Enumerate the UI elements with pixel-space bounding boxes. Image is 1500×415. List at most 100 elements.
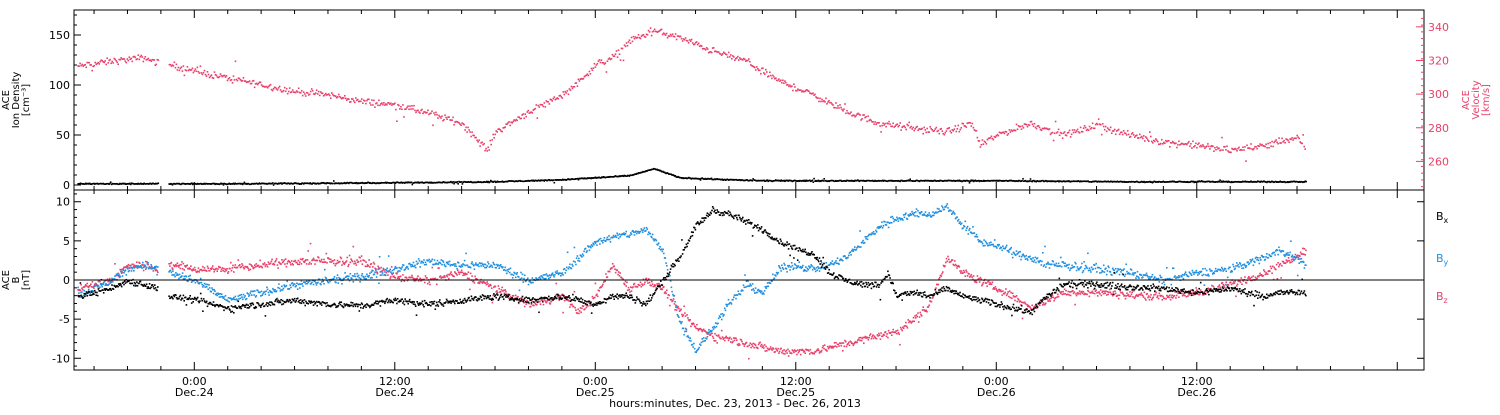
bz-point: [248, 263, 251, 265]
by-point: [575, 257, 578, 259]
bz-point: [253, 266, 255, 269]
bz-point: [1287, 260, 1289, 262]
bz-point: [643, 283, 646, 285]
bz-point: [221, 267, 224, 269]
by-point: [572, 265, 574, 267]
velocity-point: [723, 52, 726, 54]
bz-point: [735, 337, 737, 340]
velocity-point: [1000, 132, 1003, 135]
velocity-point: [202, 71, 205, 74]
velocity-point: [1135, 135, 1137, 137]
bz-point: [1069, 291, 1071, 293]
by-point: [486, 265, 488, 267]
density-point: [244, 183, 246, 185]
bz-point: [611, 267, 613, 269]
by-point: [227, 300, 229, 302]
velocity-point: [248, 80, 251, 82]
density-point: [1073, 180, 1075, 182]
density-point: [1110, 180, 1113, 183]
density-point: [402, 181, 404, 184]
by-point: [375, 269, 377, 271]
bz-point: [769, 346, 772, 348]
bz-point: [467, 271, 470, 273]
density-point: [952, 179, 955, 182]
by-point: [358, 277, 361, 279]
bz-point: [1223, 285, 1225, 287]
bz-point: [1287, 257, 1290, 259]
bz-point: [730, 341, 732, 343]
velocity-point: [935, 126, 938, 129]
by-point: [136, 266, 139, 269]
bz-point: [87, 285, 89, 288]
velocity-point: [1189, 145, 1191, 147]
by-point: [472, 264, 475, 267]
by-point: [411, 263, 413, 266]
velocity-point: [1300, 142, 1302, 144]
velocity-point: [78, 65, 80, 67]
velocity-point: [1099, 124, 1102, 126]
density-point: [726, 178, 728, 181]
bz-point: [1117, 297, 1120, 300]
velocity-point: [1176, 146, 1178, 149]
bz-point: [884, 331, 887, 333]
by-point: [380, 270, 382, 273]
velocity-point: [1071, 129, 1074, 131]
velocity-point: [1295, 137, 1297, 140]
density-point: [683, 177, 686, 179]
bz-point: [457, 269, 459, 272]
density-point: [1058, 180, 1060, 183]
bz-point: [744, 343, 746, 346]
bz-point: [349, 261, 352, 264]
density-point: [928, 180, 931, 182]
velocity-point: [576, 85, 579, 87]
bz-point: [1060, 292, 1062, 295]
bz-point: [90, 283, 92, 285]
velocity-point: [509, 124, 511, 127]
velocity-point: [268, 84, 271, 87]
bz-point: [230, 269, 233, 272]
bz-point: [945, 257, 948, 260]
by-point: [87, 288, 90, 291]
bz-point: [1016, 300, 1018, 303]
density-point: [513, 180, 515, 183]
density-point: [111, 182, 114, 185]
bz-point: [405, 277, 408, 279]
density-point: [338, 182, 341, 185]
velocity-point: [374, 106, 376, 108]
velocity-point: [1184, 143, 1186, 145]
density-point: [341, 182, 343, 185]
bz-point: [1044, 303, 1046, 306]
density-point: [770, 180, 773, 182]
bz-point: [497, 285, 500, 287]
velocity-point: [751, 64, 753, 67]
bz-point: [743, 345, 746, 347]
bz-point: [630, 286, 632, 288]
bz-point: [748, 344, 751, 346]
density-point: [100, 183, 103, 185]
bz-point: [731, 341, 734, 344]
bz-point: [439, 276, 441, 278]
velocity-point: [394, 102, 396, 105]
velocity-point: [1110, 132, 1113, 134]
by-point: [491, 266, 494, 268]
bz-point: [856, 341, 858, 344]
bz-point: [772, 348, 775, 350]
velocity-point: [450, 119, 452, 121]
density-point: [1055, 180, 1058, 183]
by-point: [145, 268, 147, 270]
bz-point: [301, 258, 303, 261]
velocity-point: [1010, 129, 1013, 131]
velocity-point: [734, 59, 736, 61]
bz-point: [411, 274, 413, 277]
by-point: [255, 295, 258, 297]
density-point: [435, 181, 438, 184]
bz-point: [269, 262, 272, 265]
velocity-point: [332, 93, 334, 96]
velocity-point: [1213, 150, 1215, 152]
velocity-point: [940, 127, 943, 130]
bz-point: [1042, 304, 1044, 306]
density-point: [805, 180, 807, 182]
bz-point: [224, 270, 226, 273]
bz-point: [1218, 284, 1221, 286]
density-point: [813, 177, 815, 180]
